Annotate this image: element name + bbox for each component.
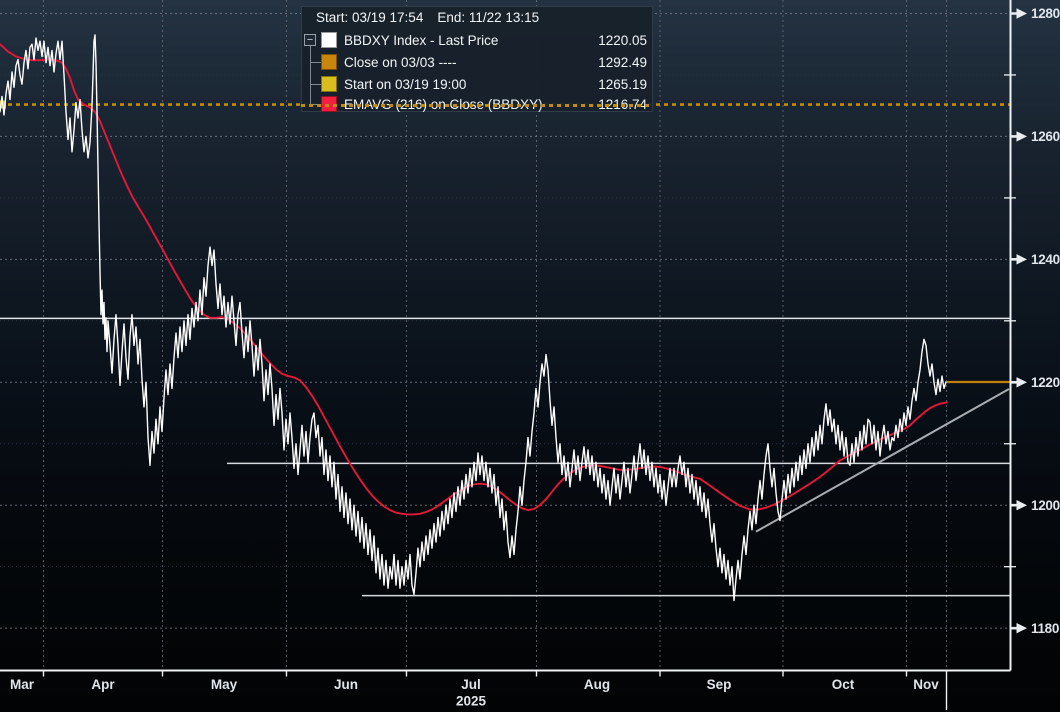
series-value: 1292.49 (598, 54, 647, 70)
series-swatch-icon (321, 32, 337, 48)
emavg-series-line (0, 43, 948, 516)
series-value: 1220.05 (598, 32, 647, 48)
x-axis-label: Aug (584, 677, 610, 692)
legend-row-close[interactable]: Close on 03/03 ---- 1292.49 (302, 51, 652, 73)
series-swatch-icon (321, 76, 337, 92)
series-label: Start on 03/19 19:00 (344, 76, 467, 92)
legend-tree-line (310, 46, 311, 105)
x-axis-label: Nov (913, 677, 939, 692)
x-axis-label: Jun (334, 677, 358, 692)
legend-period: Start: 03/19 17:54 End: 11/22 13:15 (302, 7, 652, 29)
y-axis-label: 1280 (1031, 6, 1060, 21)
period-end-label: End: 11/22 13:15 (437, 10, 540, 25)
y-axis-tick-arrow-icon (1010, 500, 1027, 511)
y-axis-tick-arrow-icon (1010, 622, 1027, 634)
legend-row-start[interactable]: Start on 03/19 19:00 1265.19 (302, 73, 652, 95)
x-axis-label: Mar (10, 677, 35, 692)
legend-tree-stub (310, 84, 321, 85)
legend-collapse-icon[interactable]: − (304, 34, 316, 46)
series-value: 1265.19 (598, 76, 647, 92)
y-axis-tick-arrow-icon (1010, 377, 1027, 388)
price-series-line (0, 34, 947, 602)
x-axis-label: May (211, 677, 238, 692)
y-axis-label: 1180 (1031, 621, 1059, 636)
y-axis-tick-arrow-icon (1010, 254, 1027, 265)
y-axis-label: 1220 (1031, 375, 1060, 390)
x-axis-label: Oct (832, 677, 855, 692)
x-axis-year-label: 2025 (456, 694, 487, 709)
y-axis-label: 1200 (1031, 498, 1060, 513)
chart-legend: Start: 03/19 17:54 End: 11/22 13:15 − BBD… (301, 6, 653, 112)
legend-row-last-price[interactable]: BBDXY Index - Last Price 1220.05 (302, 29, 652, 51)
x-axis-label: Sep (707, 677, 732, 692)
series-label: Close on 03/03 ---- (344, 54, 457, 70)
x-axis-label: Jul (461, 677, 481, 692)
trendline (755, 388, 1010, 533)
y-axis-tick-arrow-icon (1010, 131, 1027, 142)
y-axis-tick-arrow-icon (1010, 8, 1027, 19)
start-level-line-overlay (301, 104, 653, 107)
y-axis-label: 1260 (1031, 129, 1060, 144)
legend-tree-stub (310, 62, 321, 63)
series-swatch-icon (321, 54, 337, 70)
series-label: BBDXY Index - Last Price (344, 32, 499, 48)
x-axis-label: Apr (91, 677, 115, 692)
y-axis-label: 1240 (1031, 252, 1060, 267)
period-start-label: Start: 03/19 17:54 (316, 10, 424, 25)
